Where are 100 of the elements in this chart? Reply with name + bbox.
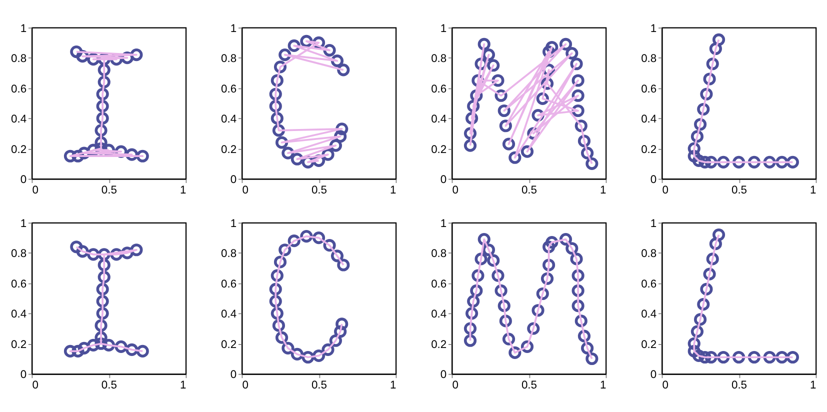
x-tick-label: 0.5 bbox=[311, 184, 328, 196]
y-tick-label: 0.2 bbox=[431, 144, 447, 156]
x-tick-label: 0.5 bbox=[101, 379, 117, 392]
point bbox=[322, 148, 334, 161]
y-tick-label: 1 bbox=[440, 22, 447, 35]
y-tick-label: 0.6 bbox=[641, 278, 657, 290]
y-tick-label: 1 bbox=[230, 22, 237, 35]
point bbox=[334, 130, 347, 143]
x-tick-label: 0 bbox=[452, 184, 458, 196]
point bbox=[572, 74, 584, 87]
point bbox=[136, 344, 149, 358]
y-tick-label: 0.2 bbox=[641, 144, 657, 156]
x-tick-label: 0.5 bbox=[521, 184, 538, 196]
point bbox=[487, 59, 500, 72]
y-tick-label: 0.2 bbox=[11, 338, 27, 351]
line-series bbox=[274, 40, 344, 164]
point bbox=[542, 240, 556, 254]
point bbox=[502, 138, 516, 150]
point bbox=[474, 252, 488, 266]
x-tick-label: 1 bbox=[180, 184, 186, 196]
point bbox=[566, 47, 578, 60]
y-tick-label: 0.2 bbox=[221, 144, 237, 156]
x-tick-label: 1 bbox=[810, 184, 816, 196]
point bbox=[712, 33, 726, 46]
x-tick-label: 1 bbox=[390, 184, 396, 196]
point bbox=[478, 38, 490, 51]
line-series bbox=[469, 238, 593, 360]
line-series bbox=[693, 234, 794, 358]
y-tick-label: 0.4 bbox=[431, 308, 447, 321]
y-tick-label: 1 bbox=[230, 218, 237, 230]
x-tick-label: 0.5 bbox=[731, 184, 748, 196]
x-tick-label: 0 bbox=[32, 379, 38, 392]
point bbox=[709, 238, 722, 250]
x-tick-label: 0 bbox=[662, 379, 668, 392]
point bbox=[329, 139, 342, 152]
point bbox=[586, 352, 598, 366]
y-tick-label: 0.6 bbox=[431, 278, 447, 290]
point bbox=[464, 334, 477, 347]
y-tick-label: 1 bbox=[440, 218, 447, 230]
point bbox=[542, 258, 556, 272]
y-tick-label: 0.8 bbox=[641, 248, 657, 260]
y-tick-label: 0.4 bbox=[11, 308, 27, 321]
x-tick-label: 0 bbox=[32, 184, 38, 196]
point bbox=[336, 318, 348, 330]
point bbox=[334, 325, 347, 338]
y-tick-label: 1 bbox=[650, 22, 657, 35]
point bbox=[586, 157, 598, 170]
y-tick-label: 0.4 bbox=[221, 114, 237, 126]
y-tick-label: 0.4 bbox=[431, 114, 447, 126]
point bbox=[464, 322, 477, 335]
x-tick-label: 0.5 bbox=[311, 379, 328, 392]
line-series bbox=[69, 246, 144, 352]
point bbox=[786, 156, 799, 168]
x-tick-label: 0.5 bbox=[521, 379, 538, 392]
y-tick-label: 0.8 bbox=[221, 248, 237, 260]
y-tick-label: 0.2 bbox=[641, 338, 657, 351]
y-tick-label: 0.8 bbox=[431, 53, 447, 66]
y-tick-label: 0.6 bbox=[11, 83, 27, 96]
point bbox=[130, 244, 143, 256]
point bbox=[337, 64, 350, 76]
point bbox=[499, 120, 512, 132]
line-series bbox=[693, 38, 794, 164]
x-tick-label: 1 bbox=[600, 184, 606, 196]
point bbox=[572, 89, 584, 102]
y-tick-label: 0 bbox=[650, 174, 657, 186]
point bbox=[712, 228, 726, 242]
x-tick-label: 1 bbox=[810, 379, 816, 392]
y-tick-label: 0 bbox=[440, 174, 447, 186]
y-tick-label: 0.2 bbox=[431, 338, 447, 351]
y-tick-label: 0.6 bbox=[221, 83, 237, 96]
point bbox=[546, 236, 558, 249]
y-tick-label: 0 bbox=[230, 369, 237, 382]
y-tick-label: 0.2 bbox=[11, 144, 27, 156]
y-tick-label: 0.8 bbox=[641, 53, 657, 66]
point bbox=[337, 258, 350, 272]
line-series bbox=[469, 43, 593, 165]
line-series bbox=[69, 50, 144, 158]
y-tick-label: 0 bbox=[650, 369, 657, 382]
y-tick-label: 0.6 bbox=[221, 278, 237, 290]
y-tick-label: 0.8 bbox=[431, 248, 447, 260]
y-tick-label: 1 bbox=[20, 218, 27, 230]
line-series bbox=[274, 235, 344, 358]
point bbox=[136, 150, 149, 162]
point bbox=[482, 48, 496, 62]
y-tick-label: 0.8 bbox=[11, 248, 27, 260]
x-tick-label: 0 bbox=[662, 184, 668, 196]
x-tick-label: 1 bbox=[180, 379, 186, 392]
point bbox=[709, 42, 722, 56]
point bbox=[464, 139, 477, 152]
y-tick-label: 0.4 bbox=[221, 308, 237, 321]
point bbox=[330, 54, 344, 68]
point bbox=[570, 58, 583, 70]
y-tick-label: 1 bbox=[650, 218, 657, 230]
y-tick-label: 0.2 bbox=[221, 338, 237, 351]
x-tick-label: 0 bbox=[242, 379, 248, 392]
x-tick-label: 0 bbox=[452, 379, 458, 392]
point bbox=[520, 145, 534, 158]
y-tick-label: 0 bbox=[440, 369, 447, 382]
y-tick-label: 0.8 bbox=[221, 53, 237, 66]
point bbox=[70, 240, 83, 254]
